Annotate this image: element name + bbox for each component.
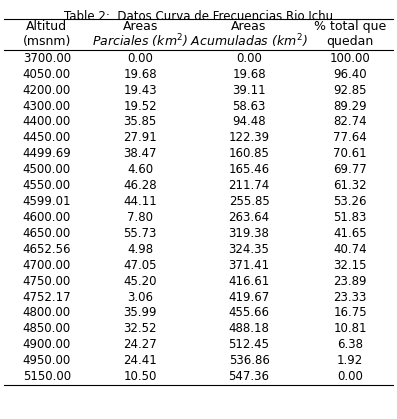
Text: (msnm): (msnm) [23, 35, 71, 48]
Text: 319.38: 319.38 [229, 227, 270, 240]
Text: 3700.00: 3700.00 [23, 52, 71, 65]
Text: 19.68: 19.68 [123, 67, 157, 81]
Text: 416.61: 416.61 [228, 274, 270, 288]
Text: 4499.69: 4499.69 [22, 147, 71, 160]
Text: 51.83: 51.83 [333, 211, 367, 224]
Text: 4800.00: 4800.00 [23, 306, 71, 320]
Text: 263.64: 263.64 [229, 211, 270, 224]
Text: 211.74: 211.74 [228, 179, 270, 192]
Text: 96.40: 96.40 [333, 67, 367, 81]
Text: 547.36: 547.36 [229, 370, 270, 383]
Text: 1.92: 1.92 [337, 354, 363, 367]
Text: 32.52: 32.52 [123, 322, 157, 336]
Text: 77.64: 77.64 [333, 131, 367, 145]
Text: 27.91: 27.91 [123, 131, 157, 145]
Text: 38.47: 38.47 [123, 147, 157, 160]
Text: 40.74: 40.74 [333, 243, 367, 256]
Text: 4550.00: 4550.00 [23, 179, 71, 192]
Text: quedan: quedan [327, 35, 374, 48]
Text: 4050.00: 4050.00 [23, 67, 71, 81]
Text: 4500.00: 4500.00 [23, 163, 71, 176]
Text: 4300.00: 4300.00 [23, 99, 71, 113]
Text: 536.86: 536.86 [229, 354, 270, 367]
Text: 122.39: 122.39 [229, 131, 270, 145]
Text: 371.41: 371.41 [229, 259, 270, 272]
Text: 6.38: 6.38 [337, 338, 363, 352]
Text: 82.74: 82.74 [333, 115, 367, 129]
Text: 419.67: 419.67 [228, 290, 270, 304]
Text: 10.81: 10.81 [333, 322, 367, 336]
Text: 455.66: 455.66 [229, 306, 270, 320]
Text: 0.00: 0.00 [337, 370, 363, 383]
Text: 41.65: 41.65 [333, 227, 367, 240]
Text: 0.00: 0.00 [127, 52, 153, 65]
Text: 32.15: 32.15 [333, 259, 367, 272]
Text: 4400.00: 4400.00 [23, 115, 71, 129]
Text: 4750.00: 4750.00 [23, 274, 71, 288]
Text: 255.85: 255.85 [229, 195, 270, 208]
Text: 4752.17: 4752.17 [23, 290, 71, 304]
Text: 4700.00: 4700.00 [23, 259, 71, 272]
Text: 23.89: 23.89 [333, 274, 367, 288]
Text: Acumuladas ($km^2$): Acumuladas ($km^2$) [190, 33, 308, 50]
Text: Table 2:  Datos Curva de Frecuencias Rio Ichu: Table 2: Datos Curva de Frecuencias Rio … [64, 10, 333, 23]
Text: Altitud: Altitud [26, 20, 67, 33]
Text: % total que: % total que [314, 20, 386, 33]
Text: 19.43: 19.43 [123, 83, 157, 97]
Text: 47.05: 47.05 [123, 259, 157, 272]
Text: 44.11: 44.11 [123, 195, 157, 208]
Text: 4.98: 4.98 [127, 243, 153, 256]
Text: 4652.56: 4652.56 [23, 243, 71, 256]
Text: 0.00: 0.00 [236, 52, 262, 65]
Text: 35.99: 35.99 [123, 306, 157, 320]
Text: 46.28: 46.28 [123, 179, 157, 192]
Text: 19.52: 19.52 [123, 99, 157, 113]
Text: 94.48: 94.48 [232, 115, 266, 129]
Text: 512.45: 512.45 [229, 338, 270, 352]
Text: 89.29: 89.29 [333, 99, 367, 113]
Text: 4950.00: 4950.00 [23, 354, 71, 367]
Text: 7.80: 7.80 [127, 211, 153, 224]
Text: 92.85: 92.85 [333, 83, 367, 97]
Text: 4900.00: 4900.00 [23, 338, 71, 352]
Text: 58.63: 58.63 [232, 99, 266, 113]
Text: 61.32: 61.32 [333, 179, 367, 192]
Text: Áreas: Áreas [122, 20, 158, 33]
Text: 35.85: 35.85 [123, 115, 157, 129]
Text: 4450.00: 4450.00 [23, 131, 71, 145]
Text: 4650.00: 4650.00 [23, 227, 71, 240]
Text: 4850.00: 4850.00 [23, 322, 71, 336]
Text: 10.50: 10.50 [123, 370, 157, 383]
Text: 488.18: 488.18 [229, 322, 270, 336]
Text: 100.00: 100.00 [330, 52, 371, 65]
Text: Parciales ($km^2$): Parciales ($km^2$) [92, 33, 188, 50]
Text: 39.11: 39.11 [232, 83, 266, 97]
Text: 16.75: 16.75 [333, 306, 367, 320]
Text: 160.85: 160.85 [229, 147, 270, 160]
Text: 53.26: 53.26 [333, 195, 367, 208]
Text: 69.77: 69.77 [333, 163, 367, 176]
Text: 324.35: 324.35 [229, 243, 270, 256]
Text: 3.06: 3.06 [127, 290, 153, 304]
Text: 4600.00: 4600.00 [23, 211, 71, 224]
Text: 24.41: 24.41 [123, 354, 157, 367]
Text: 23.33: 23.33 [333, 290, 367, 304]
Text: 55.73: 55.73 [123, 227, 157, 240]
Text: 4200.00: 4200.00 [23, 83, 71, 97]
Text: 24.27: 24.27 [123, 338, 157, 352]
Text: 5150.00: 5150.00 [23, 370, 71, 383]
Text: Áreas: Áreas [231, 20, 267, 33]
Text: 19.68: 19.68 [232, 67, 266, 81]
Text: 4599.01: 4599.01 [23, 195, 71, 208]
Text: 70.61: 70.61 [333, 147, 367, 160]
Text: 4.60: 4.60 [127, 163, 153, 176]
Text: 165.46: 165.46 [229, 163, 270, 176]
Text: 45.20: 45.20 [123, 274, 157, 288]
